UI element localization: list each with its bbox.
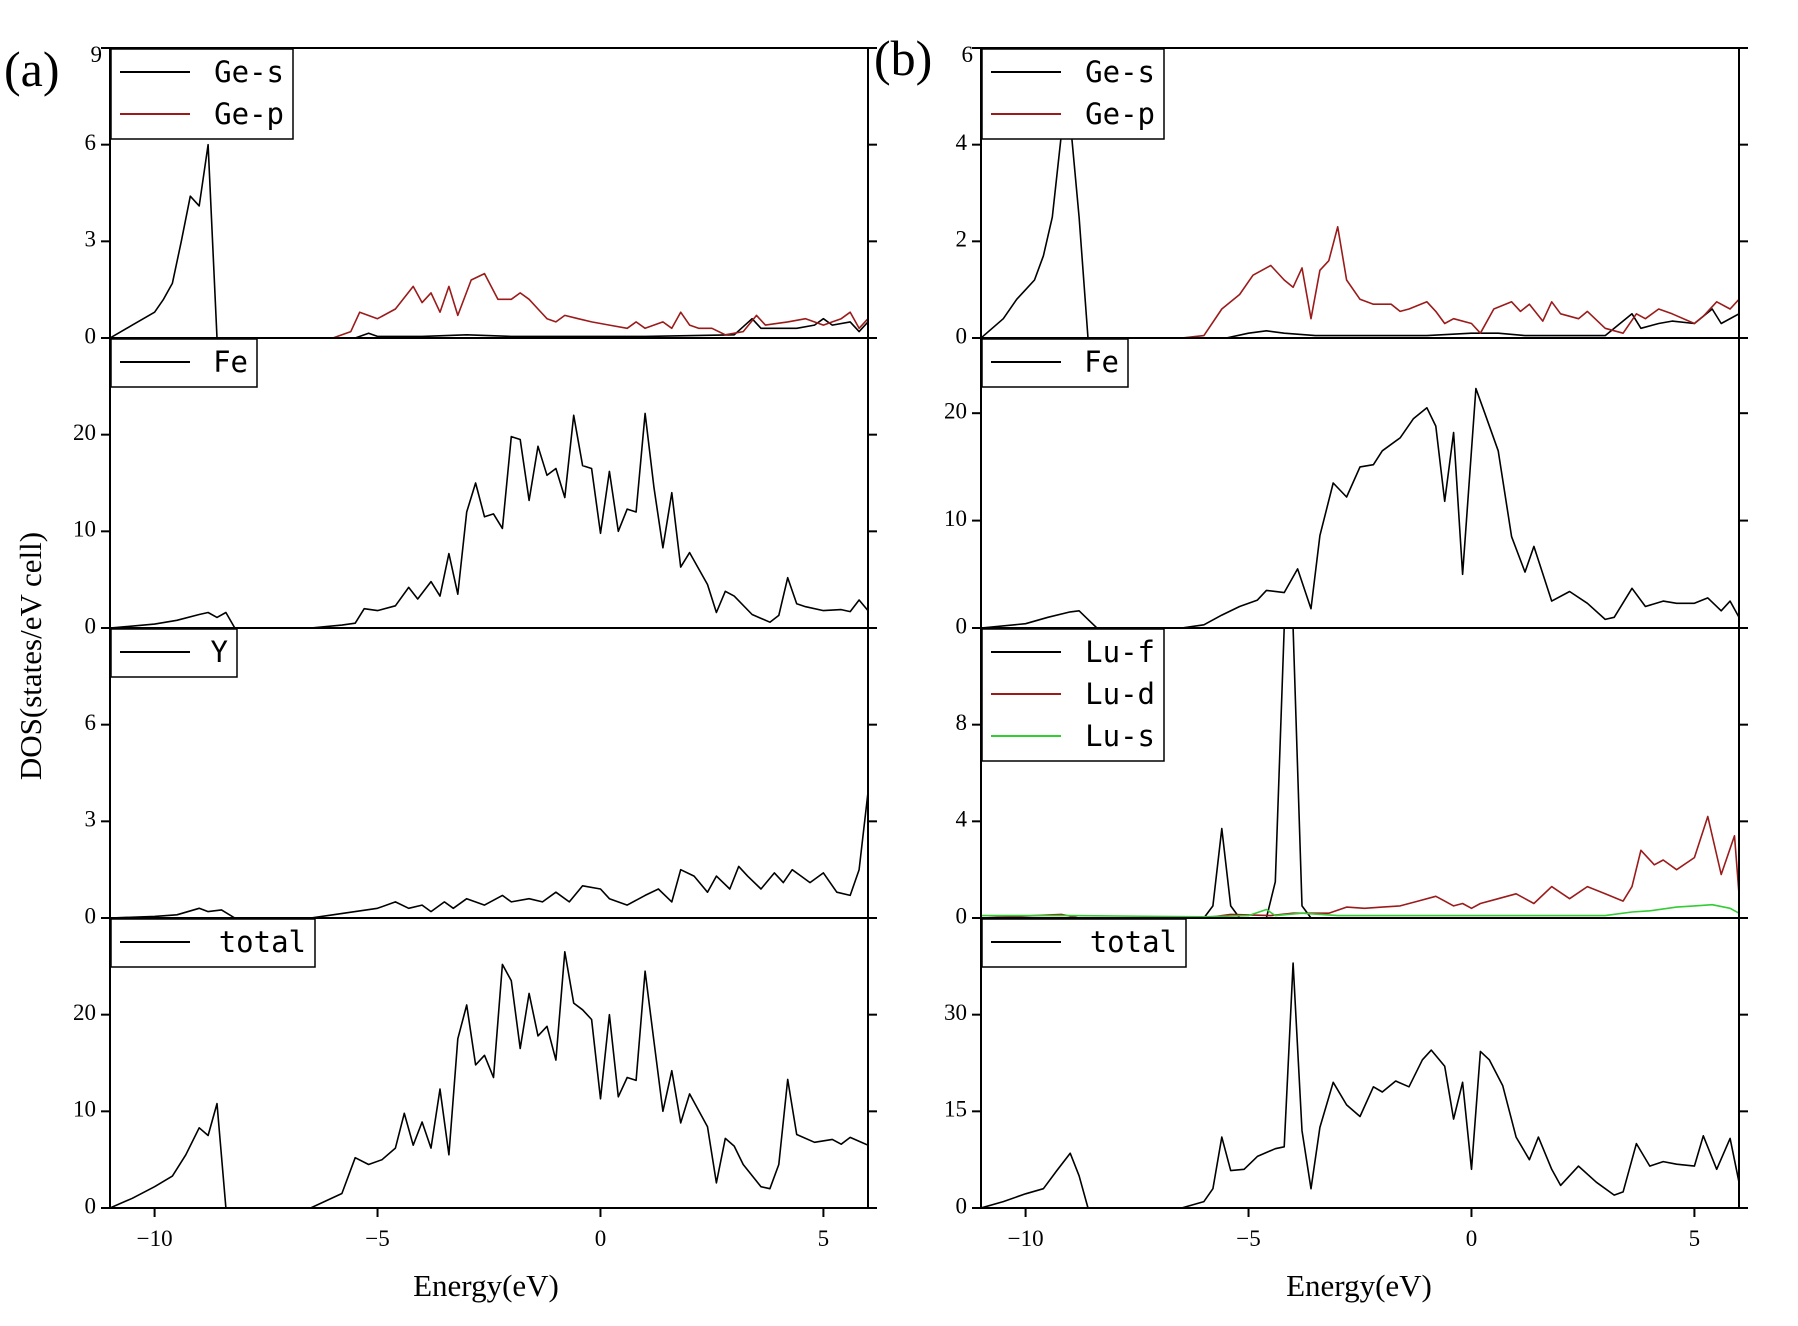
y-tick-label: 10 xyxy=(944,506,967,531)
y-tick-label: 0 xyxy=(956,613,968,638)
y-tick-label: 10 xyxy=(73,1097,96,1122)
series-line-ge-s xyxy=(981,119,1739,338)
legend-label-fe: Fe xyxy=(1084,345,1119,379)
y-tick-label: 30 xyxy=(944,1000,967,1025)
panel-b: 0 2 4 6 Ge-s Ge-p 0 10 20 Fe 0 4 8 Lu-f Lu-d Lu-s 0 15 30 t… xyxy=(944,42,1748,1251)
series-line-y xyxy=(110,791,868,918)
series-line-fe xyxy=(981,387,1739,628)
x-tick-label: 0 xyxy=(595,1226,607,1251)
y-tick-label: 20 xyxy=(73,420,96,445)
y-tick-label: 4 xyxy=(956,130,968,155)
legend: Y xyxy=(110,628,238,678)
y-tick-label: 4 xyxy=(956,807,968,832)
series-line-total xyxy=(110,950,868,1208)
y-tick-label: 10 xyxy=(73,517,96,542)
panel-label-b: (b) xyxy=(874,30,932,86)
legend: total xyxy=(981,918,1187,968)
legend: Lu-f Lu-d Lu-s xyxy=(981,628,1165,762)
y-tick-label: 8 xyxy=(956,710,968,735)
legend-label-lu-d: Lu-d xyxy=(1085,677,1155,711)
y-tick-label: 9 xyxy=(91,42,103,67)
x-tick-label: −10 xyxy=(137,1226,173,1251)
series-line-lu-f xyxy=(981,628,1739,918)
legend-label-lu-f: Lu-f xyxy=(1085,635,1155,669)
legend-box xyxy=(981,48,1165,140)
y-tick-label: 6 xyxy=(85,130,97,155)
series-line-lu-s xyxy=(981,903,1739,918)
legend-label-total: total xyxy=(1090,925,1177,959)
subplot-3: 0 10 20 total xyxy=(73,917,877,1218)
y-tick-label: 0 xyxy=(85,323,97,348)
y-axis-label: DOS(states/eV cell) xyxy=(13,532,48,780)
panel-a: 0 3 6 9 Ge-s Ge-p 0 10 20 Fe 0 3 6 Y 0 10 20 total −10 −5 0 5 xyxy=(73,42,877,1251)
legend-label-total: total xyxy=(219,925,306,959)
legend-label-y: Y xyxy=(211,635,228,669)
legend-box xyxy=(110,48,294,140)
legend: Ge-s Ge-p xyxy=(110,48,294,140)
subplot-0: 0 3 6 9 Ge-s Ge-p xyxy=(85,42,877,348)
y-tick-label: 3 xyxy=(85,227,97,252)
subplot-1: 0 10 20 Fe xyxy=(73,337,877,638)
series-line-ge-p xyxy=(1070,226,1739,338)
series-line-total xyxy=(981,962,1739,1208)
legend-label-ge-p: Ge-p xyxy=(214,97,284,131)
legend-label-lu-s: Lu-s xyxy=(1085,719,1155,753)
x-tick-label: −5 xyxy=(365,1226,389,1251)
subplot-frame xyxy=(109,917,869,1209)
series-line-ge-p xyxy=(266,272,868,338)
series-line-ge-s xyxy=(110,143,868,338)
series-line-lu-d xyxy=(981,815,1739,918)
subplot-0: 0 2 4 6 Ge-s Ge-p xyxy=(956,42,1748,348)
panel-label-a: (a) xyxy=(4,41,60,97)
y-tick-label: 20 xyxy=(73,1000,96,1025)
legend: Fe xyxy=(110,338,258,388)
y-tick-label: 6 xyxy=(962,42,974,67)
legend: total xyxy=(110,918,316,968)
x-tick-label: −10 xyxy=(1008,1226,1044,1251)
legend-label-ge-p: Ge-p xyxy=(1085,97,1155,131)
x-tick-label: −5 xyxy=(1236,1226,1260,1251)
subplot-2: 0 3 6 Y xyxy=(85,627,877,928)
y-tick-label: 2 xyxy=(956,227,968,252)
subplot-3: 0 15 30 total xyxy=(944,917,1748,1218)
y-tick-label: 3 xyxy=(85,807,97,832)
y-tick-label: 0 xyxy=(956,903,968,928)
legend-label-fe: Fe xyxy=(213,345,248,379)
y-tick-label: 0 xyxy=(956,1193,968,1218)
subplot-2: 0 4 8 Lu-f Lu-d Lu-s xyxy=(956,627,1748,928)
x-tick-label: 5 xyxy=(818,1226,830,1251)
x-axis-label-a: Energy(eV) xyxy=(413,1268,559,1303)
y-tick-label: 15 xyxy=(944,1097,967,1122)
y-tick-label: 20 xyxy=(944,398,967,423)
series-line-fe xyxy=(110,412,868,628)
x-axis-label-b: Energy(eV) xyxy=(1286,1268,1432,1303)
y-tick-label: 0 xyxy=(85,1193,97,1218)
subplot-frame xyxy=(980,917,1740,1209)
legend-label-ge-s: Ge-s xyxy=(214,55,284,89)
legend: Ge-s Ge-p xyxy=(981,48,1165,140)
x-tick-label: 0 xyxy=(1466,1226,1478,1251)
y-tick-label: 0 xyxy=(85,613,97,638)
y-tick-label: 0 xyxy=(85,903,97,928)
legend-label-ge-s: Ge-s xyxy=(1085,55,1155,89)
legend: Fe xyxy=(981,338,1129,388)
subplot-1: 0 10 20 Fe xyxy=(944,337,1748,638)
y-tick-label: 0 xyxy=(956,323,968,348)
y-tick-label: 6 xyxy=(85,710,97,735)
x-tick-label: 5 xyxy=(1689,1226,1701,1251)
